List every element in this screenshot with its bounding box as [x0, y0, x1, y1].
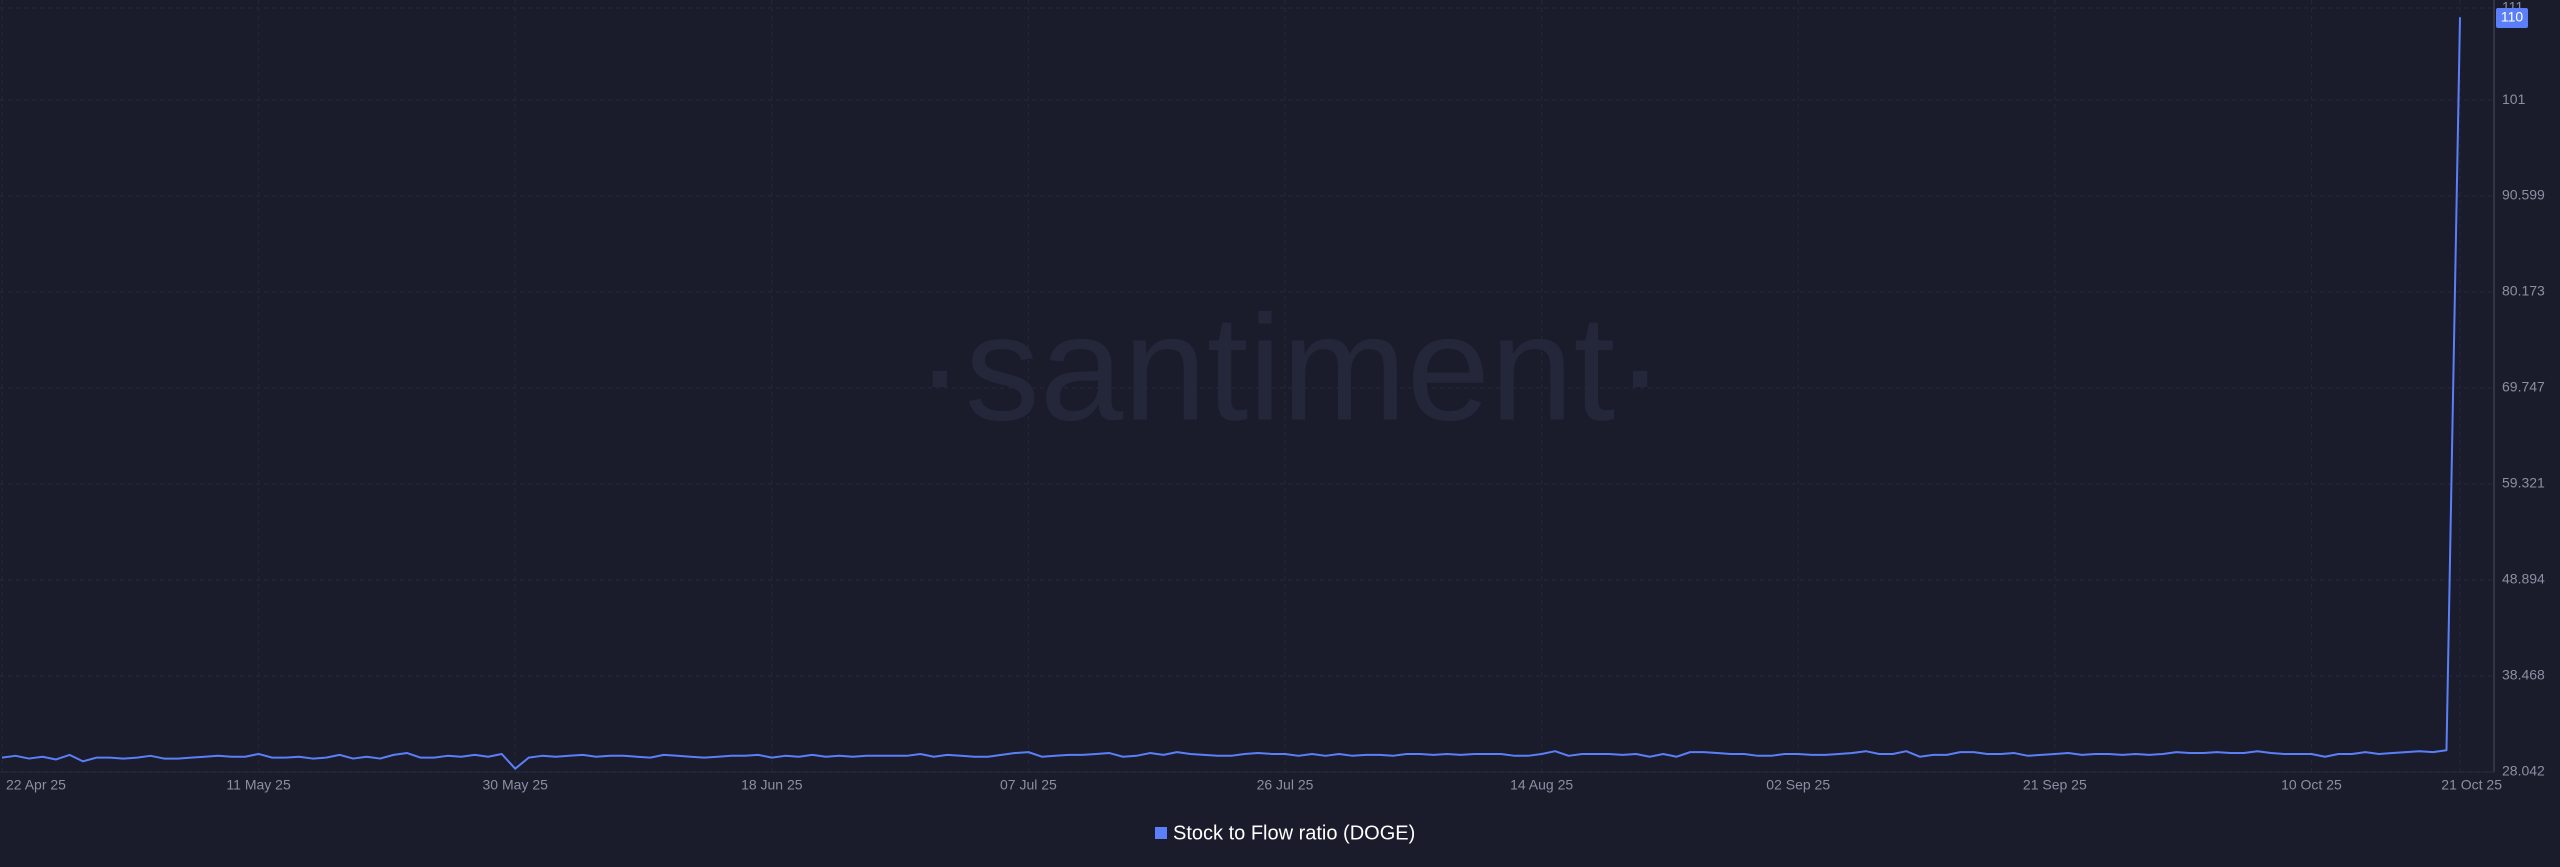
legend-swatch [1155, 827, 1167, 839]
x-tick-label: 10 Oct 25 [2281, 777, 2342, 793]
y-tick-label: 38.468 [2502, 667, 2545, 683]
y-tick-label: 80.173 [2502, 283, 2545, 299]
x-tick-label: 26 Jul 25 [1257, 777, 1314, 793]
legend: Stock to Flow ratio (DOGE) [1155, 822, 1415, 844]
x-tick-label: 02 Sep 25 [1766, 777, 1830, 793]
y-tick-label: 69.747 [2502, 379, 2545, 395]
x-tick-label: 14 Aug 25 [1510, 777, 1573, 793]
x-tick-label: 22 Apr 25 [6, 777, 66, 793]
y-tick-label: 90.599 [2502, 187, 2545, 203]
x-tick-label: 07 Jul 25 [1000, 777, 1057, 793]
data-line [1, 17, 2461, 770]
y-tick-label: 28.042 [2502, 763, 2545, 779]
x-tick-label: 11 May 25 [226, 777, 291, 793]
legend-label: Stock to Flow ratio (DOGE) [1173, 822, 1415, 844]
x-tick-label: 21 Oct 25 [2441, 777, 2502, 793]
watermark: ·santiment· [915, 284, 1665, 452]
x-tick-label: 18 Jun 25 [741, 777, 803, 793]
x-tick-label: 21 Sep 25 [2023, 777, 2087, 793]
y-tick-label: 48.894 [2502, 571, 2545, 587]
last-value-badge [2496, 8, 2528, 28]
y-tick-label: 101 [2502, 91, 2526, 107]
last-value-label: 110 [2501, 9, 2524, 25]
x-tick-label: 30 May 25 [483, 777, 549, 793]
y-tick-label: 59.321 [2502, 475, 2545, 491]
